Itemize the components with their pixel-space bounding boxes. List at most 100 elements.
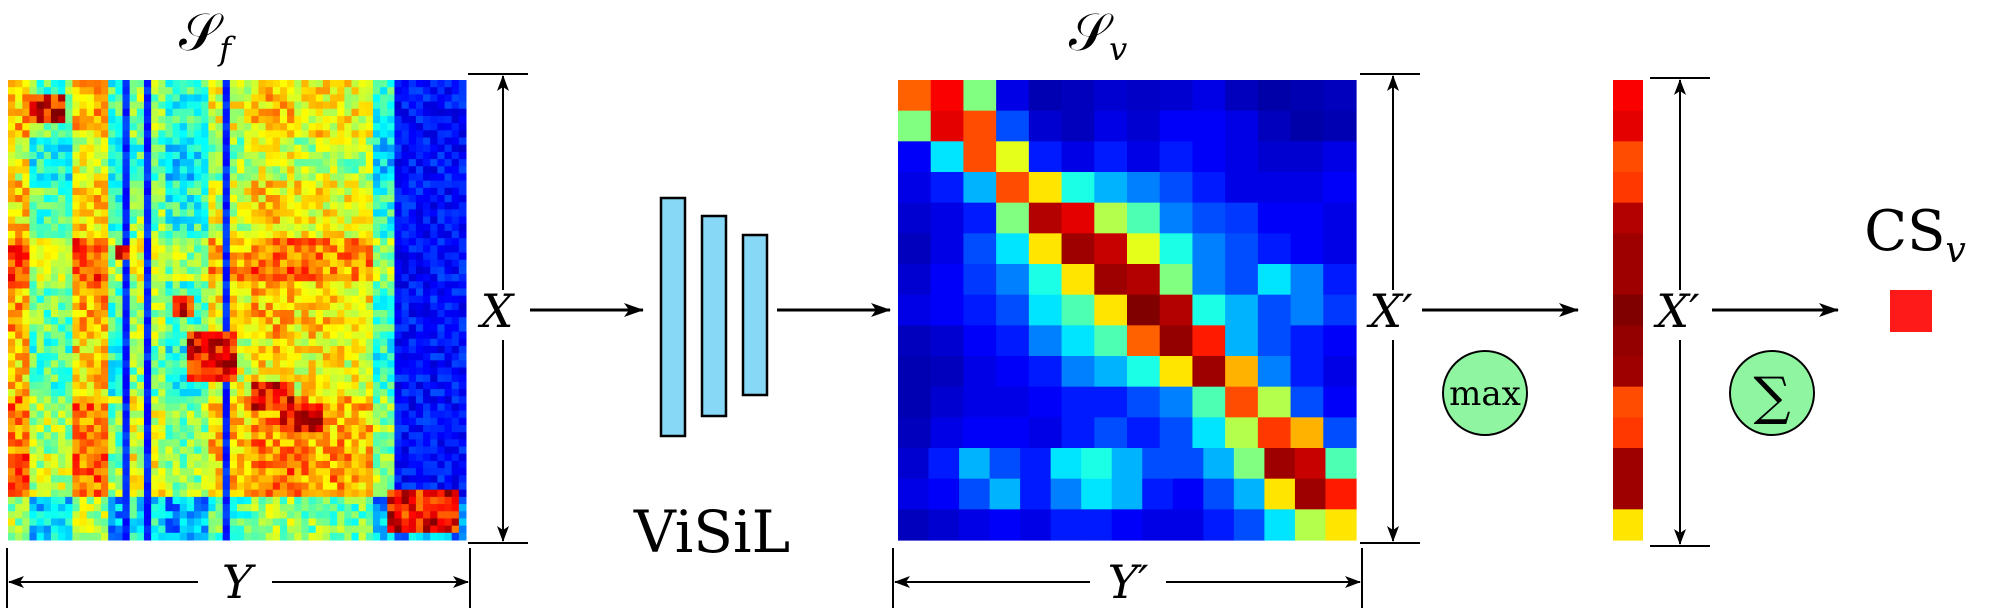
- sf-cell: [22, 360, 30, 368]
- sf-cell: [408, 374, 417, 383]
- sf-cell: [122, 489, 131, 498]
- sf-cell: [29, 518, 38, 527]
- sf-cell: [258, 317, 267, 325]
- sf-cell: [86, 216, 95, 225]
- sf-cell: [229, 396, 238, 404]
- sf-cell: [458, 367, 467, 376]
- sf-cell: [294, 274, 302, 282]
- sf-cell: [179, 453, 188, 462]
- sf-cell: [72, 310, 81, 318]
- sf-cell: [201, 245, 209, 253]
- sf-cell: [93, 123, 102, 131]
- sf-cell: [158, 245, 166, 253]
- sf-cell: [365, 389, 374, 397]
- sf-cell: [408, 238, 417, 246]
- sf-cell: [430, 130, 438, 138]
- sf-cell: [158, 302, 166, 311]
- sf-cell: [129, 360, 138, 368]
- sf-cell: [172, 331, 181, 340]
- sf-cell: [265, 475, 274, 483]
- sf-cell: [365, 216, 374, 225]
- sf-cell: [158, 101, 166, 110]
- sf-cell: [22, 266, 30, 275]
- sf-cell: [22, 259, 30, 268]
- sf-cell: [179, 310, 188, 318]
- sf-cell: [415, 532, 424, 541]
- sf-cell: [408, 295, 417, 304]
- sf-cell: [29, 137, 38, 146]
- sf-cell: [451, 259, 460, 268]
- sf-cell: [444, 123, 453, 131]
- sf-cell: [237, 360, 245, 368]
- sf-cell: [423, 310, 431, 318]
- sf-cell: [108, 230, 116, 239]
- sf-cell: [351, 439, 360, 448]
- sf-cell: [229, 482, 238, 491]
- sf-cell: [451, 396, 460, 404]
- sf-cell: [194, 374, 202, 383]
- sf-cell: [179, 504, 188, 512]
- sf-cell: [301, 101, 310, 110]
- sf-cell: [237, 410, 245, 419]
- sf-cell: [201, 266, 209, 275]
- sf-cell: [179, 209, 188, 218]
- sf-cell: [423, 281, 431, 289]
- sf-cell: [401, 482, 410, 491]
- sf-cell: [401, 417, 410, 426]
- sf-cell: [22, 417, 30, 426]
- sf-cell: [179, 159, 188, 167]
- sf-cell: [265, 223, 274, 232]
- sf-cell: [208, 123, 217, 131]
- sv-cell: [1061, 202, 1095, 234]
- sf-cell: [65, 324, 73, 333]
- sf-cell: [8, 511, 16, 519]
- sf-cell: [322, 209, 331, 218]
- sf-cell: [86, 374, 95, 383]
- sf-cell: [401, 410, 410, 419]
- sf-cell: [337, 504, 345, 512]
- sf-cell: [351, 310, 360, 318]
- sf-cell: [186, 374, 195, 383]
- sf-cell: [237, 151, 245, 160]
- sf-cell: [272, 266, 281, 275]
- sf-cell: [129, 115, 138, 124]
- sf-cell: [72, 266, 81, 275]
- sf-cell: [430, 288, 438, 297]
- sf-cell: [194, 446, 202, 455]
- sf-cell: [344, 453, 352, 462]
- sf-cell: [22, 115, 30, 124]
- sf-cell: [158, 396, 166, 404]
- sf-cell: [122, 80, 131, 88]
- sf-cell: [151, 367, 159, 376]
- sf-cell: [229, 159, 238, 167]
- sf-cell: [415, 173, 424, 182]
- sf-cell: [129, 202, 138, 210]
- sf-cell: [394, 166, 403, 174]
- sf-cell: [58, 317, 66, 325]
- sf-cell: [451, 245, 460, 253]
- sf-cell: [29, 94, 38, 103]
- sf-cell: [79, 238, 88, 246]
- sf-cell: [8, 123, 16, 131]
- sf-cell: [208, 425, 217, 433]
- sf-cell: [8, 353, 16, 361]
- sf-cell: [401, 389, 410, 397]
- sf-cell: [351, 123, 360, 131]
- sf-cell: [101, 374, 109, 383]
- sf-cell: [65, 317, 73, 325]
- sf-cell: [65, 331, 73, 340]
- sv-cell: [898, 264, 932, 296]
- sf-cell: [108, 123, 116, 131]
- sf-cell: [186, 274, 195, 282]
- sv-cell: [1203, 448, 1235, 480]
- sf-cell: [136, 274, 145, 282]
- sf-cell: [315, 446, 324, 455]
- sf-cell: [251, 87, 259, 95]
- sf-cell: [458, 439, 467, 448]
- sf-cell: [444, 166, 453, 174]
- sf-cell: [179, 345, 188, 354]
- sf-cell: [229, 180, 238, 189]
- sf-cell: [201, 209, 209, 218]
- sf-cell: [237, 216, 245, 225]
- sf-cell: [244, 108, 252, 117]
